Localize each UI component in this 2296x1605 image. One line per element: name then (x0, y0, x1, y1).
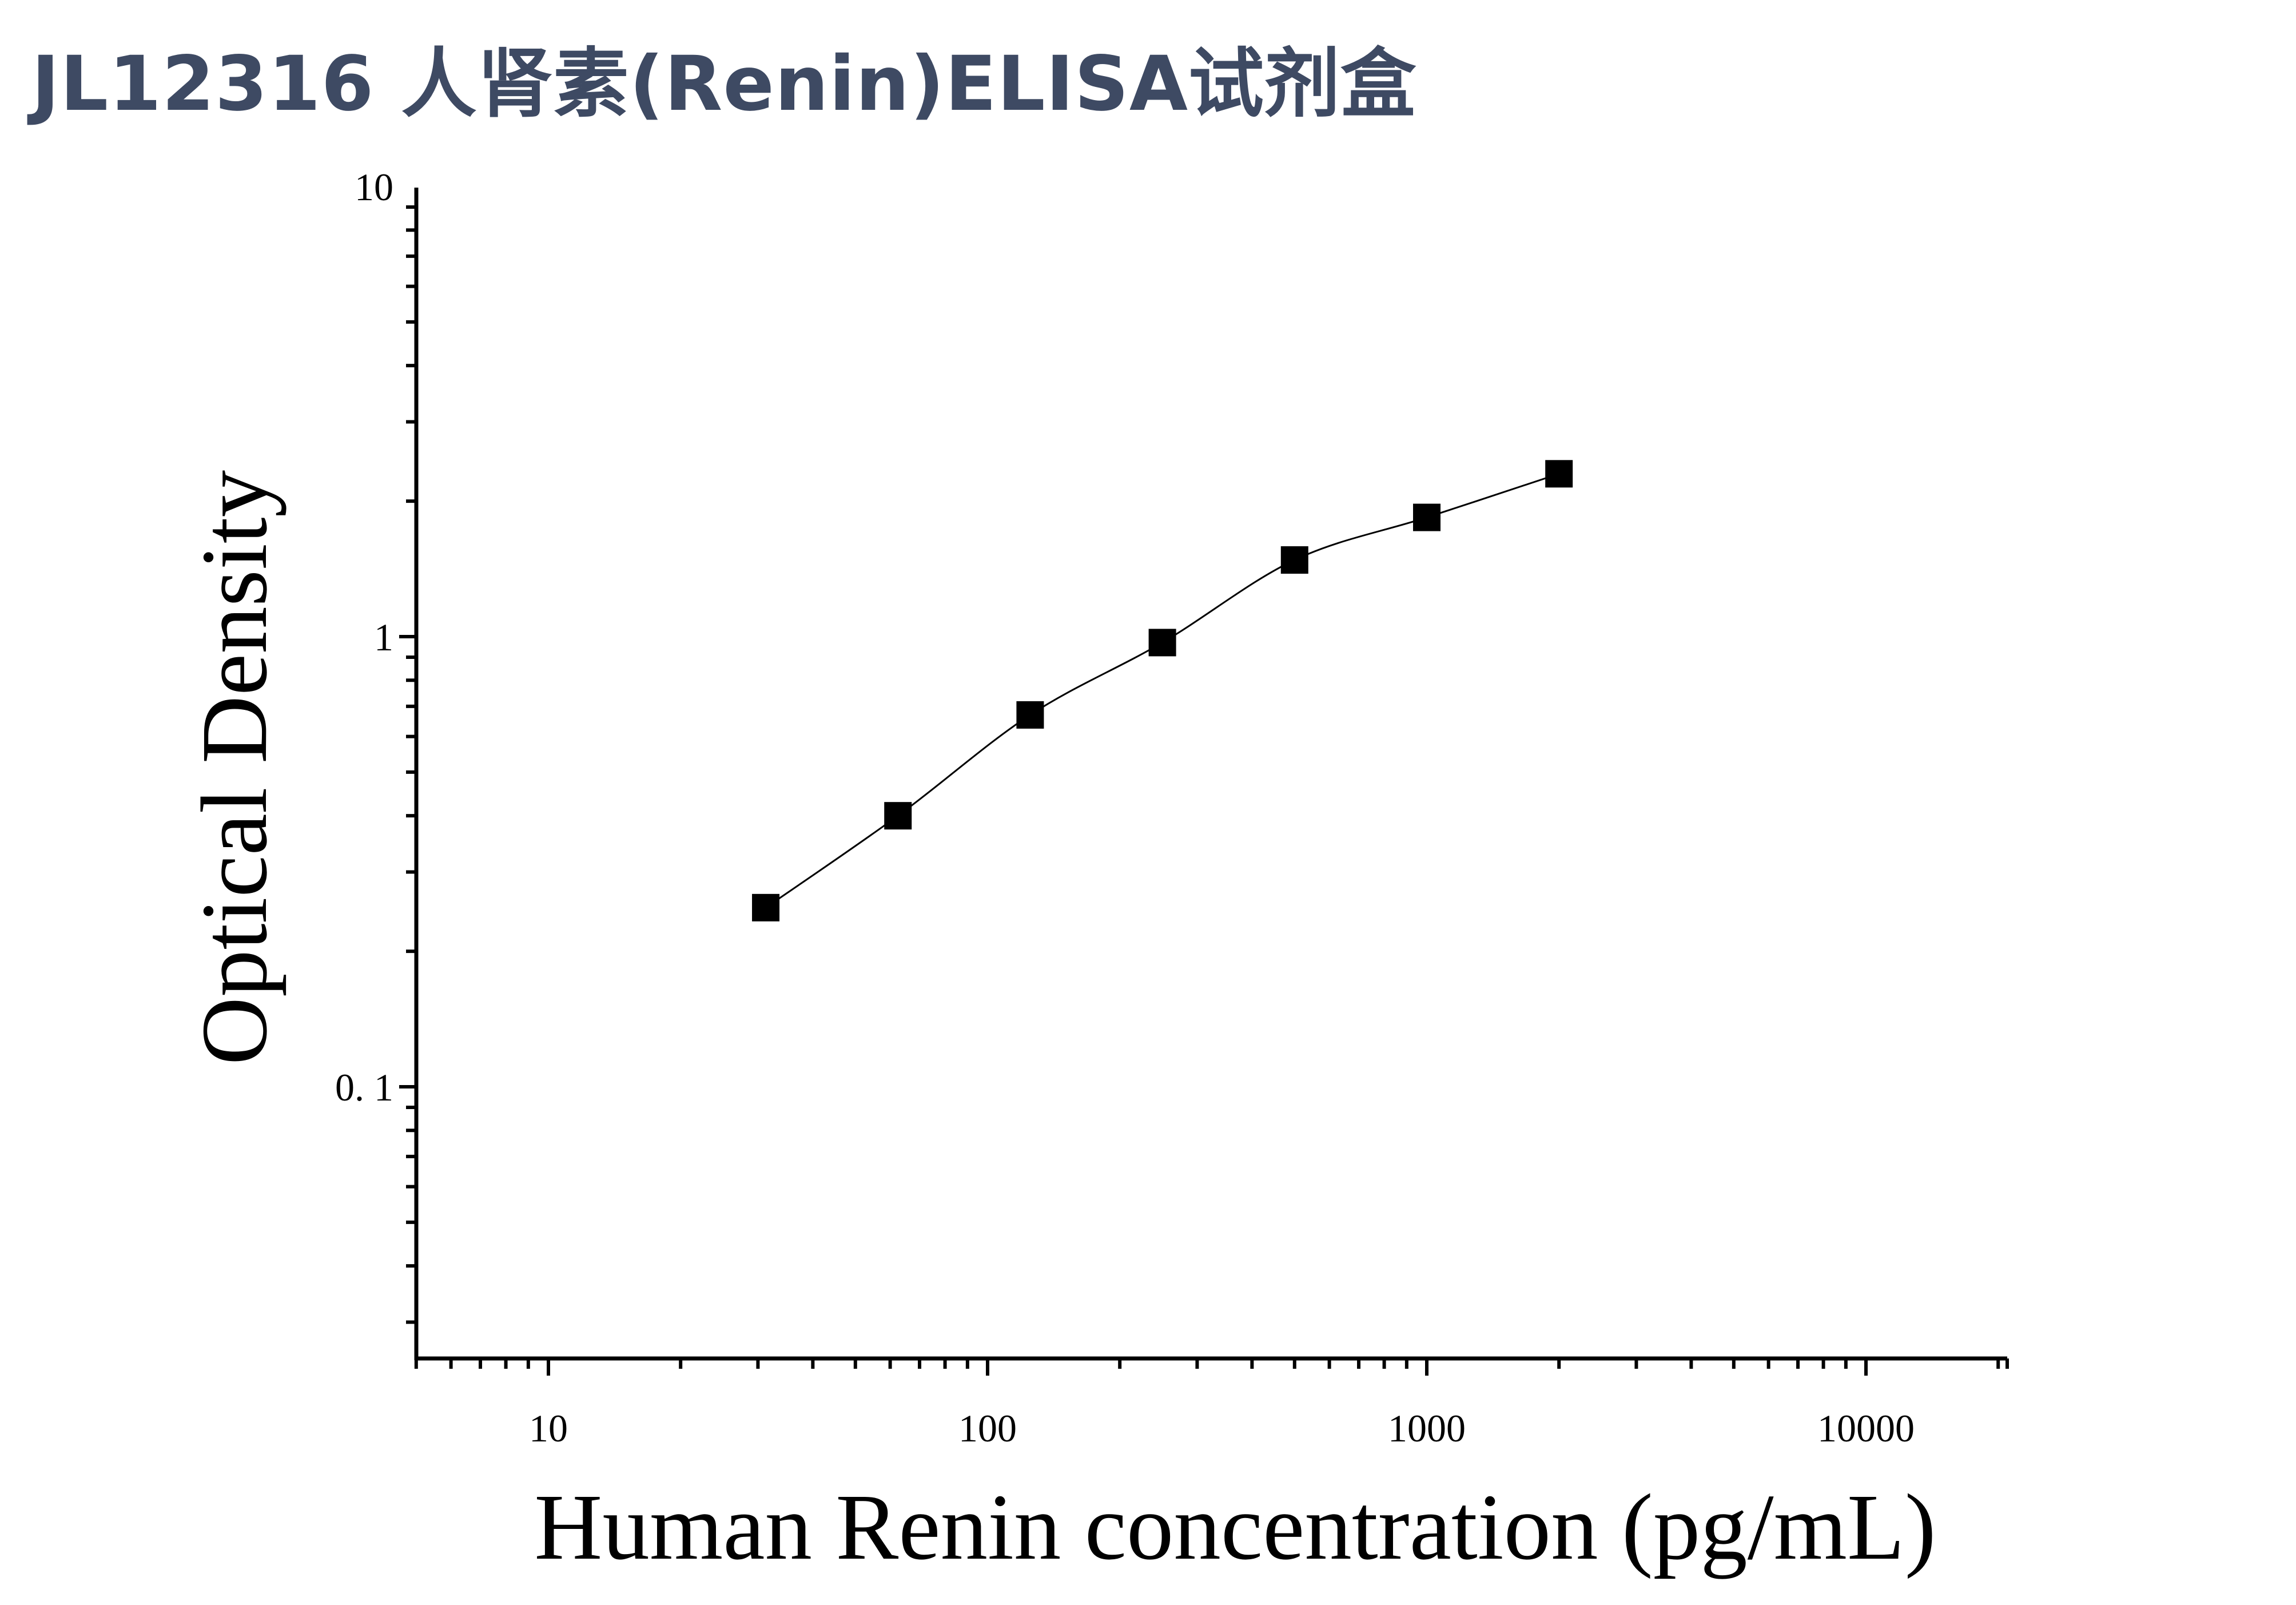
tick-labels: 10 100 1000 10000 0. 1 1 10 (335, 165, 1915, 1450)
x-tick-label: 10000 (1817, 1407, 1915, 1450)
y-tick-label: 10 (355, 165, 393, 209)
data-point (1016, 701, 1044, 729)
data-point (1280, 546, 1308, 574)
y-axis-title: Optical Density (182, 470, 286, 1065)
data-point (752, 893, 780, 921)
x-tick-label: 1000 (1388, 1407, 1466, 1450)
x-tick-label: 100 (958, 1407, 1017, 1450)
x-axis-title: Human Renin concentration (pg/mL) (534, 1475, 1936, 1579)
data-points (752, 460, 1573, 921)
y-tick-label: 1 (374, 615, 393, 659)
chart-title: JL12316 人肾素(Renin)ELISA试剂盒 (31, 40, 1417, 128)
fit-curve-group (765, 472, 1559, 909)
data-point (1413, 503, 1441, 531)
y-tick-label: 0. 1 (335, 1066, 393, 1109)
data-point (884, 802, 912, 830)
fit-curve (765, 472, 1559, 909)
axes (399, 188, 2009, 1376)
data-point (1545, 460, 1573, 488)
x-tick-label: 10 (529, 1407, 568, 1450)
data-point (1148, 629, 1176, 657)
